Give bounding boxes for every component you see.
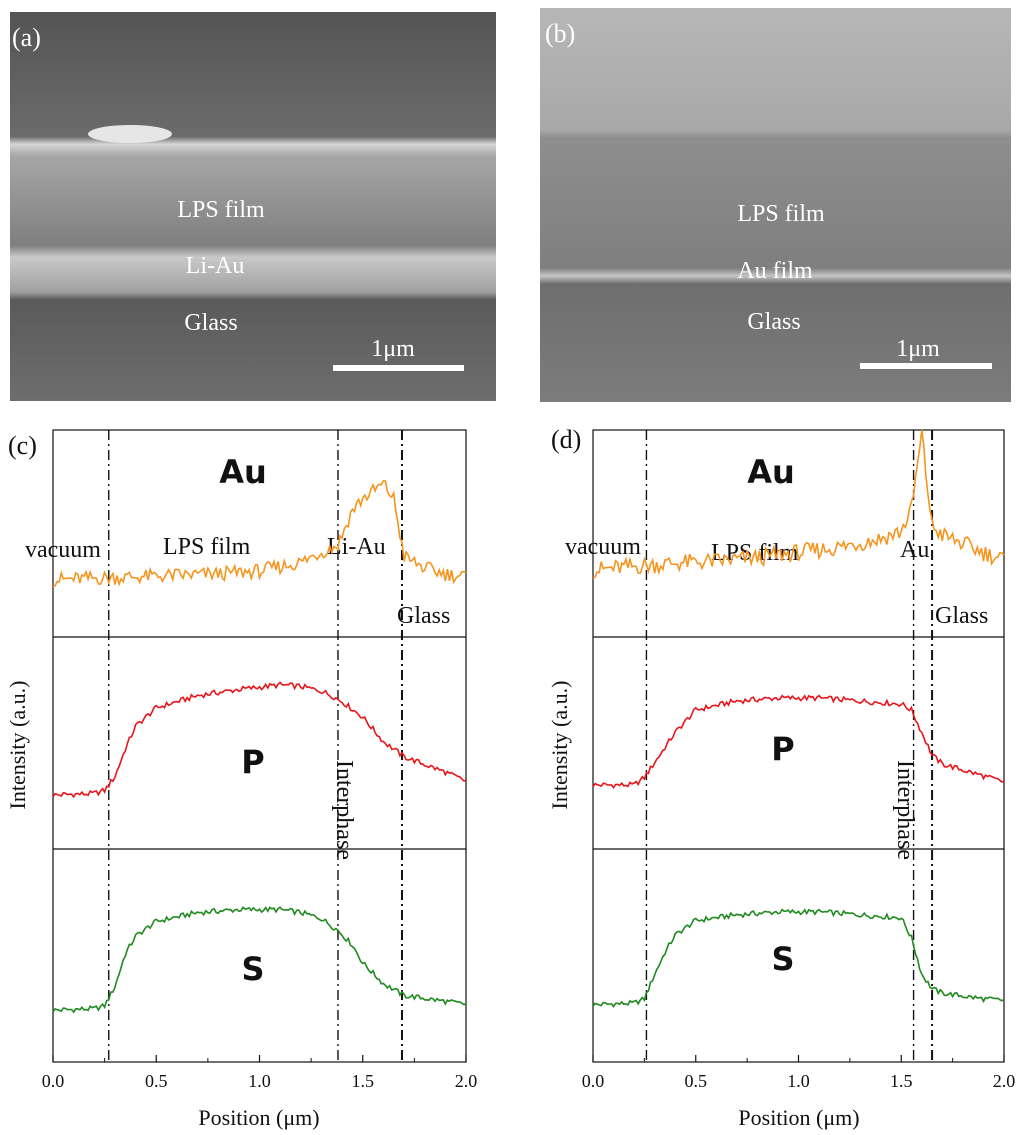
- sem-a-label-film: LPS film: [177, 197, 265, 223]
- sem-b-scalebar-label: 1μm: [896, 336, 940, 362]
- chart-c-label-interphase: Interphase: [331, 760, 357, 860]
- x-tick-label: 0.0: [42, 1071, 65, 1091]
- x-tick-label: 1.0: [787, 1071, 810, 1091]
- chart-d-xlabel: Position (μm): [738, 1105, 859, 1130]
- series-line-p: [52, 681, 467, 799]
- sem-a-scalebar-label: 1μm: [371, 336, 415, 362]
- chart-d: (d) Au P S vacuum LPS film Au Glass Inte…: [547, 425, 1015, 1130]
- panel-label-a: (a): [12, 23, 41, 52]
- x-tick-label: 2.0: [993, 1071, 1016, 1091]
- panel-label-c: (c): [8, 431, 37, 460]
- chart-c-title-p: P: [241, 743, 264, 781]
- chart-d-label-vacuum: vacuum: [565, 534, 641, 560]
- x-tick-label: 2.0: [455, 1071, 478, 1091]
- x-tick-label: 1.0: [248, 1071, 271, 1091]
- chart-c-title-s: S: [241, 950, 264, 988]
- x-tick-label: 1.5: [890, 1071, 913, 1091]
- series-line-s: [592, 908, 1005, 1008]
- series-line-s: [52, 906, 467, 1014]
- x-tick-label: 0.5: [685, 1071, 708, 1091]
- chart-c-label-substrate: Glass: [397, 603, 450, 629]
- chart-c: (c) Au P S vacuum LPS film Li-Au Glass I…: [5, 429, 478, 1130]
- series-line-au: [52, 480, 467, 588]
- x-tick-label: 0.5: [145, 1071, 168, 1091]
- chart-c-label-vacuum: vacuum: [25, 537, 101, 563]
- sem-a-label-substrate: Glass: [184, 310, 237, 336]
- x-tick-label: 0.0: [582, 1071, 605, 1091]
- chart-d-title-s: S: [771, 940, 794, 978]
- sem-b-label-interlayer: Au film: [737, 258, 813, 284]
- sem-image-b: (b) LPS film Au film Glass 1μm: [540, 8, 1011, 402]
- chart-c-ylabel: Intensity (a.u.): [5, 681, 30, 810]
- series-line-p: [592, 694, 1005, 789]
- sem-b-background: [540, 8, 1011, 402]
- sem-b-label-substrate: Glass: [747, 309, 800, 335]
- chart-d-title-p: P: [771, 730, 794, 768]
- panel-label-b: (b): [545, 19, 575, 48]
- sem-b-scalebar: [860, 363, 992, 369]
- chart-d-label-interlayer: Au: [900, 537, 929, 563]
- chart-d-ylabel: Intensity (a.u.): [547, 681, 572, 810]
- sem-a-scalebar: [333, 365, 464, 371]
- sem-a-label-interlayer: Li-Au: [186, 253, 245, 279]
- sem-image-a: (a) LPS film Li-Au Glass 1μm: [10, 12, 496, 401]
- series-line-au: [592, 429, 1005, 580]
- panel-label-d: (d): [551, 425, 581, 454]
- sem-a-background: [10, 12, 496, 401]
- chart-c-label-film: LPS film: [163, 534, 251, 560]
- chart-c-label-interlayer: Li-Au: [327, 534, 386, 560]
- sem-a-surface-particle: [88, 125, 172, 143]
- chart-d-frame: [592, 429, 1005, 1063]
- chart-d-title-au: Au: [747, 453, 795, 491]
- chart-c-xlabel: Position (μm): [198, 1105, 319, 1130]
- chart-c-title-au: Au: [219, 453, 267, 491]
- chart-d-label-substrate: Glass: [935, 603, 988, 629]
- sem-b-label-film: LPS film: [737, 201, 825, 227]
- x-tick-label: 1.5: [352, 1071, 375, 1091]
